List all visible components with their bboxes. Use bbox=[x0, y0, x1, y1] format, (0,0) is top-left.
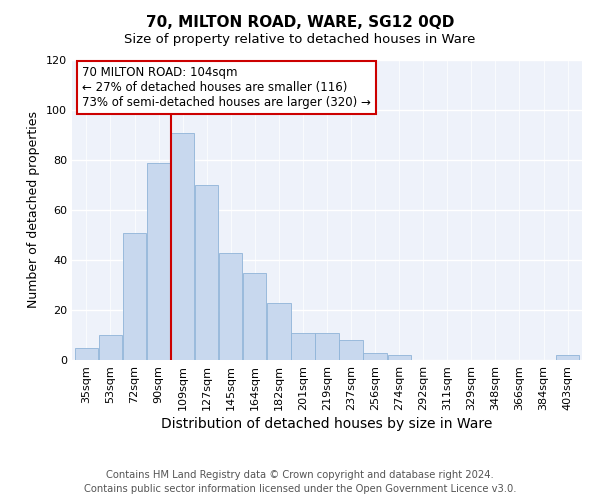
Bar bbox=[556, 355, 579, 360]
Text: Contains HM Land Registry data © Crown copyright and database right 2024.
Contai: Contains HM Land Registry data © Crown c… bbox=[84, 470, 516, 494]
Bar bbox=[75, 348, 98, 360]
Bar bbox=[147, 162, 170, 360]
Bar bbox=[123, 232, 146, 360]
Bar bbox=[195, 185, 218, 360]
Bar bbox=[340, 340, 363, 360]
Bar bbox=[171, 132, 194, 360]
Y-axis label: Number of detached properties: Number of detached properties bbox=[28, 112, 40, 308]
Bar bbox=[243, 272, 266, 360]
Text: Size of property relative to detached houses in Ware: Size of property relative to detached ho… bbox=[124, 32, 476, 46]
Bar bbox=[364, 352, 387, 360]
Bar bbox=[99, 335, 122, 360]
Bar bbox=[219, 252, 242, 360]
X-axis label: Distribution of detached houses by size in Ware: Distribution of detached houses by size … bbox=[161, 417, 493, 431]
Bar bbox=[388, 355, 411, 360]
Bar bbox=[267, 302, 290, 360]
Bar bbox=[316, 332, 338, 360]
Bar bbox=[291, 332, 314, 360]
Text: 70, MILTON ROAD, WARE, SG12 0QD: 70, MILTON ROAD, WARE, SG12 0QD bbox=[146, 15, 454, 30]
Text: 70 MILTON ROAD: 104sqm
← 27% of detached houses are smaller (116)
73% of semi-de: 70 MILTON ROAD: 104sqm ← 27% of detached… bbox=[82, 66, 371, 109]
